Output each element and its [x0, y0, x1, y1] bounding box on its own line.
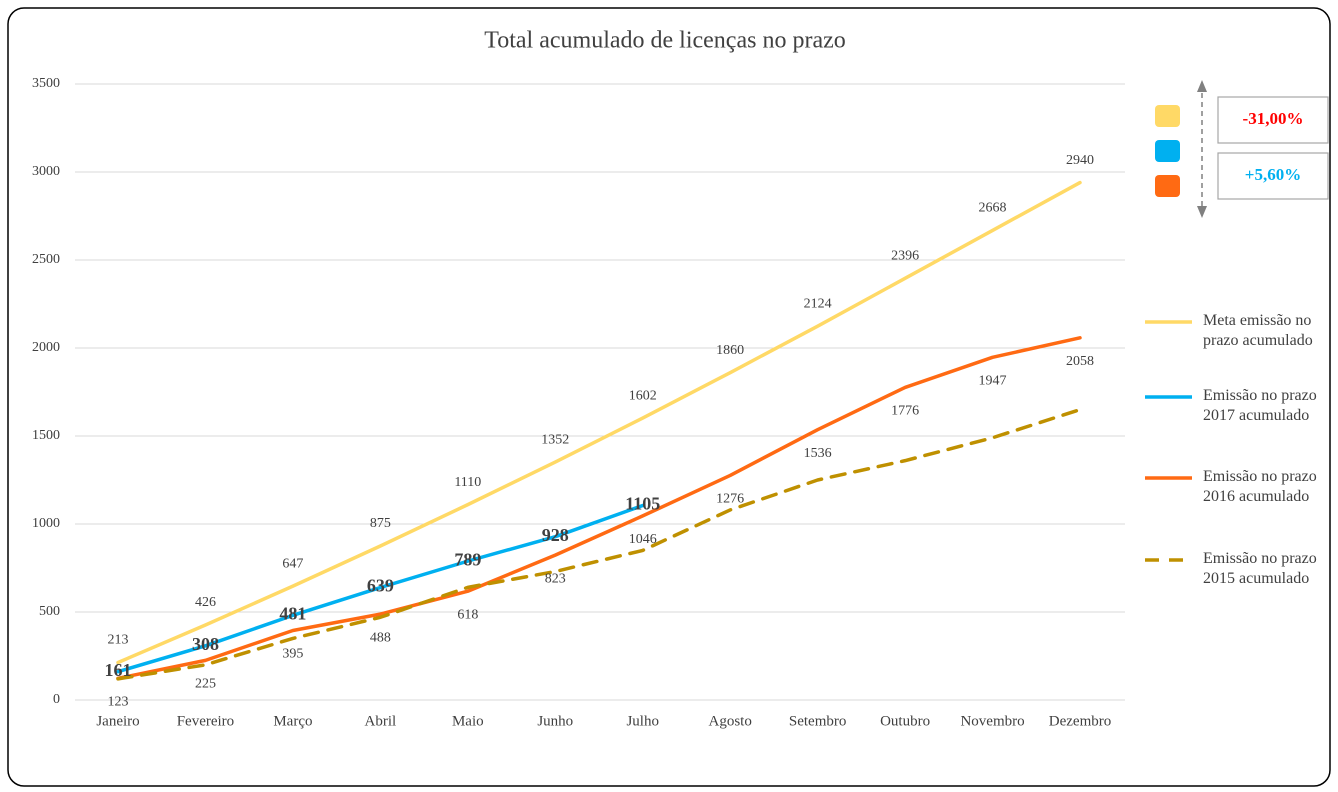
- annotation-text: +5,60%: [1245, 165, 1301, 184]
- x-tick-label: Maio: [452, 713, 484, 729]
- y-tick-label: 500: [39, 604, 60, 619]
- data-label: 647: [282, 556, 303, 571]
- annotation-box: [1217, 152, 1329, 200]
- data-label: 2124: [804, 296, 832, 311]
- data-label: 1110: [454, 475, 481, 490]
- data-label: 395: [282, 647, 303, 662]
- data-label: 1860: [716, 343, 744, 358]
- data-label: 928: [542, 525, 569, 545]
- x-tick-label: Março: [273, 713, 312, 729]
- y-tick-label: 1000: [32, 516, 60, 531]
- data-label: 426: [195, 595, 216, 610]
- data-label: 481: [279, 603, 306, 623]
- y-tick-label: 2500: [32, 252, 60, 267]
- x-tick-label: Novembro: [960, 713, 1024, 729]
- x-tick-label: Junho: [537, 713, 573, 729]
- data-label: 1046: [629, 532, 657, 547]
- x-tick-label: Outubro: [880, 713, 930, 729]
- chart-title: Total acumulado de licenças no prazo: [484, 28, 846, 54]
- data-label: 2668: [979, 201, 1007, 216]
- color-square: [1155, 140, 1180, 162]
- data-label: 1276: [716, 492, 744, 507]
- data-label: 2058: [1066, 354, 1094, 369]
- x-tick-label: Dezembro: [1049, 713, 1111, 729]
- data-label: 161: [105, 660, 132, 680]
- legend-label: Emissão no prazo 2017 acumulado: [1203, 387, 1317, 424]
- series-line: [116, 503, 645, 674]
- x-tick-label: Fevereiro: [177, 713, 234, 729]
- data-label: 618: [457, 607, 478, 622]
- x-tick-label: Agosto: [709, 713, 752, 729]
- data-label: 2940: [1066, 153, 1094, 168]
- y-tick-label: 2000: [32, 340, 60, 355]
- y-tick-label: 3000: [32, 164, 60, 179]
- data-label: 1602: [629, 388, 657, 403]
- data-label: 213: [108, 633, 129, 648]
- legend-label: Emissão no prazo 2015 acumulado: [1203, 550, 1317, 587]
- x-tick-label: Julho: [626, 713, 659, 729]
- data-label: 1536: [804, 446, 832, 461]
- y-tick-label: 1500: [32, 428, 60, 443]
- annotation-box: [1217, 96, 1329, 144]
- x-tick-label: Janeiro: [96, 713, 139, 729]
- data-label: 1105: [625, 494, 660, 514]
- legend-label: Emissão no prazo 2016 acumulado: [1203, 468, 1317, 505]
- legend-label: Meta emissão no prazo acumulado: [1203, 312, 1313, 349]
- data-label: 1947: [979, 374, 1007, 389]
- data-label: 875: [370, 516, 391, 531]
- data-label: 488: [370, 630, 391, 645]
- data-label: 225: [195, 677, 216, 692]
- annotation-text: -31,00%: [1243, 109, 1304, 128]
- x-tick-label: Abril: [365, 713, 397, 729]
- color-square: [1155, 175, 1180, 197]
- data-label: 308: [192, 634, 219, 654]
- y-tick-label: 3500: [32, 76, 60, 91]
- frame: [7, 7, 1331, 787]
- data-label: 123: [108, 695, 129, 710]
- data-label: 2396: [891, 249, 919, 264]
- data-label: 789: [454, 549, 481, 569]
- color-square: [1155, 105, 1180, 127]
- series-line: [116, 180, 1082, 665]
- data-label: 639: [367, 576, 394, 596]
- x-tick-label: Setembro: [789, 713, 847, 729]
- data-label: 1352: [541, 432, 569, 447]
- y-tick-label: 0: [53, 692, 60, 707]
- series-line: [116, 336, 1082, 681]
- data-label: 1776: [891, 404, 919, 419]
- data-label: 823: [545, 571, 566, 586]
